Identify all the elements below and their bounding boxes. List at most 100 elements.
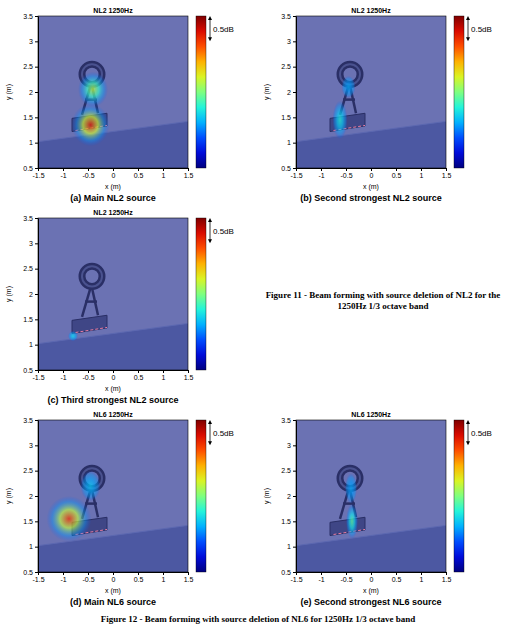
tick-mark: [293, 16, 296, 17]
arrow-head: [466, 16, 470, 20]
tick-mark: [35, 218, 38, 219]
tick-mark: [163, 370, 164, 373]
tick-label: 0: [112, 374, 116, 381]
tick-mark: [88, 370, 89, 373]
y-axis: 0.511.522.533.5: [23, 13, 38, 172]
y-axis-title: y (m): [263, 84, 271, 100]
tick-label: 3.5: [23, 13, 33, 20]
tick-label: 1: [420, 172, 424, 179]
tick: 1.5: [23, 114, 38, 121]
panel-title: NL2 1250Hz: [93, 7, 133, 14]
tick-mark: [113, 168, 114, 171]
tick: 0: [112, 168, 116, 179]
tick: 0.5: [392, 572, 402, 583]
tick-mark: [63, 572, 64, 575]
source-blob: [81, 471, 101, 501]
tick-mark: [371, 168, 372, 171]
tick-mark: [446, 572, 447, 575]
tick-mark: [113, 572, 114, 575]
tick-label: 0: [112, 576, 116, 583]
tick-label: -1: [318, 172, 324, 179]
source-blob: [68, 331, 78, 341]
panel: -1.5-1-0.500.511.50.511.522.533.5NL6 125…: [263, 411, 492, 607]
tick-mark: [371, 572, 372, 575]
tick: 1: [162, 370, 166, 381]
tick-label: 1.5: [184, 374, 194, 381]
arrow-head: [466, 37, 470, 41]
tick-mark: [346, 168, 347, 171]
tick: 2: [29, 493, 38, 500]
tick-label: 2: [29, 493, 33, 500]
scene-stand: [85, 300, 97, 303]
plot-frame: [38, 16, 188, 168]
tick-label: -0.5: [82, 374, 94, 381]
tick: 3: [287, 442, 296, 449]
tick-label: 0.5: [23, 569, 33, 576]
colorbar-label: 0.5dB: [213, 25, 234, 34]
tick-mark: [163, 572, 164, 575]
panel: -1.5-1-0.500.511.50.511.522.533.5NL2 125…: [263, 7, 492, 203]
tick-label: 2: [29, 89, 33, 96]
tick: 1.5: [184, 370, 194, 381]
tick-label: -1: [60, 172, 66, 179]
tick: 2.5: [23, 63, 38, 70]
colorbar-span-arrow: [466, 420, 470, 445]
tick: 3.5: [23, 417, 38, 424]
arrow-shaft: [468, 18, 469, 39]
tick-mark: [35, 92, 38, 93]
tick-mark: [35, 521, 38, 522]
colorbar-span-arrow: [208, 16, 212, 41]
tick: -0.5: [82, 572, 94, 583]
tick: 0.5: [134, 572, 144, 583]
x-axis-title: x (m): [105, 587, 121, 595]
colorbar: [196, 420, 206, 572]
tick: 3.5: [281, 417, 296, 424]
scene-box: [72, 315, 107, 333]
tick-label: 3.5: [281, 417, 291, 424]
y-axis: 0.511.522.533.5: [281, 13, 296, 172]
tick: -1.5: [32, 370, 44, 381]
tick-label: 0: [370, 172, 374, 179]
tick: 2: [287, 493, 296, 500]
tick: 3: [29, 240, 38, 247]
scene: [296, 16, 446, 168]
arrow-head: [208, 218, 212, 222]
tick: 1.5: [442, 168, 452, 179]
source-blob: [47, 496, 92, 542]
x-axis: -1.5-1-0.500.511.5: [290, 168, 451, 179]
tick-mark: [138, 572, 139, 575]
colorbar-label: 0.5dB: [471, 429, 492, 438]
plot-frame: [296, 420, 446, 572]
tick: 0.5: [23, 165, 38, 172]
arrow-head: [466, 441, 470, 445]
tick: 2.5: [281, 63, 296, 70]
tick-mark: [188, 572, 189, 575]
tick-label: 0.5: [23, 367, 33, 374]
arrow-head: [208, 420, 212, 424]
tick: 2: [29, 291, 38, 298]
tick-mark: [35, 547, 38, 548]
colorbar-span-arrow: [466, 16, 470, 41]
x-axis: -1.5-1-0.500.511.5: [290, 572, 451, 583]
tick: -0.5: [340, 168, 352, 179]
tick-label: -1.5: [32, 374, 44, 381]
axis-line: [296, 421, 297, 573]
tick: 3: [29, 38, 38, 45]
x-axis-title: x (m): [105, 385, 121, 393]
tick-label: 1: [162, 576, 166, 583]
arrow-shaft: [210, 422, 211, 443]
tick-label: 0.5: [392, 172, 402, 179]
axis-line: [38, 219, 39, 371]
tick: 1: [420, 168, 424, 179]
scene-ground: [296, 121, 446, 168]
tick: -0.5: [82, 168, 94, 179]
tick-label: -1: [318, 576, 324, 583]
tick: 3.5: [281, 13, 296, 20]
arrow-shaft: [468, 422, 469, 443]
tick-label: 2: [29, 291, 33, 298]
colorbar: [196, 16, 206, 168]
tick-mark: [293, 92, 296, 93]
tick-mark: [35, 243, 38, 244]
colorbar-label: 0.5dB: [213, 227, 234, 236]
panel-caption: (e) Second strongest NL6 source: [300, 597, 441, 607]
